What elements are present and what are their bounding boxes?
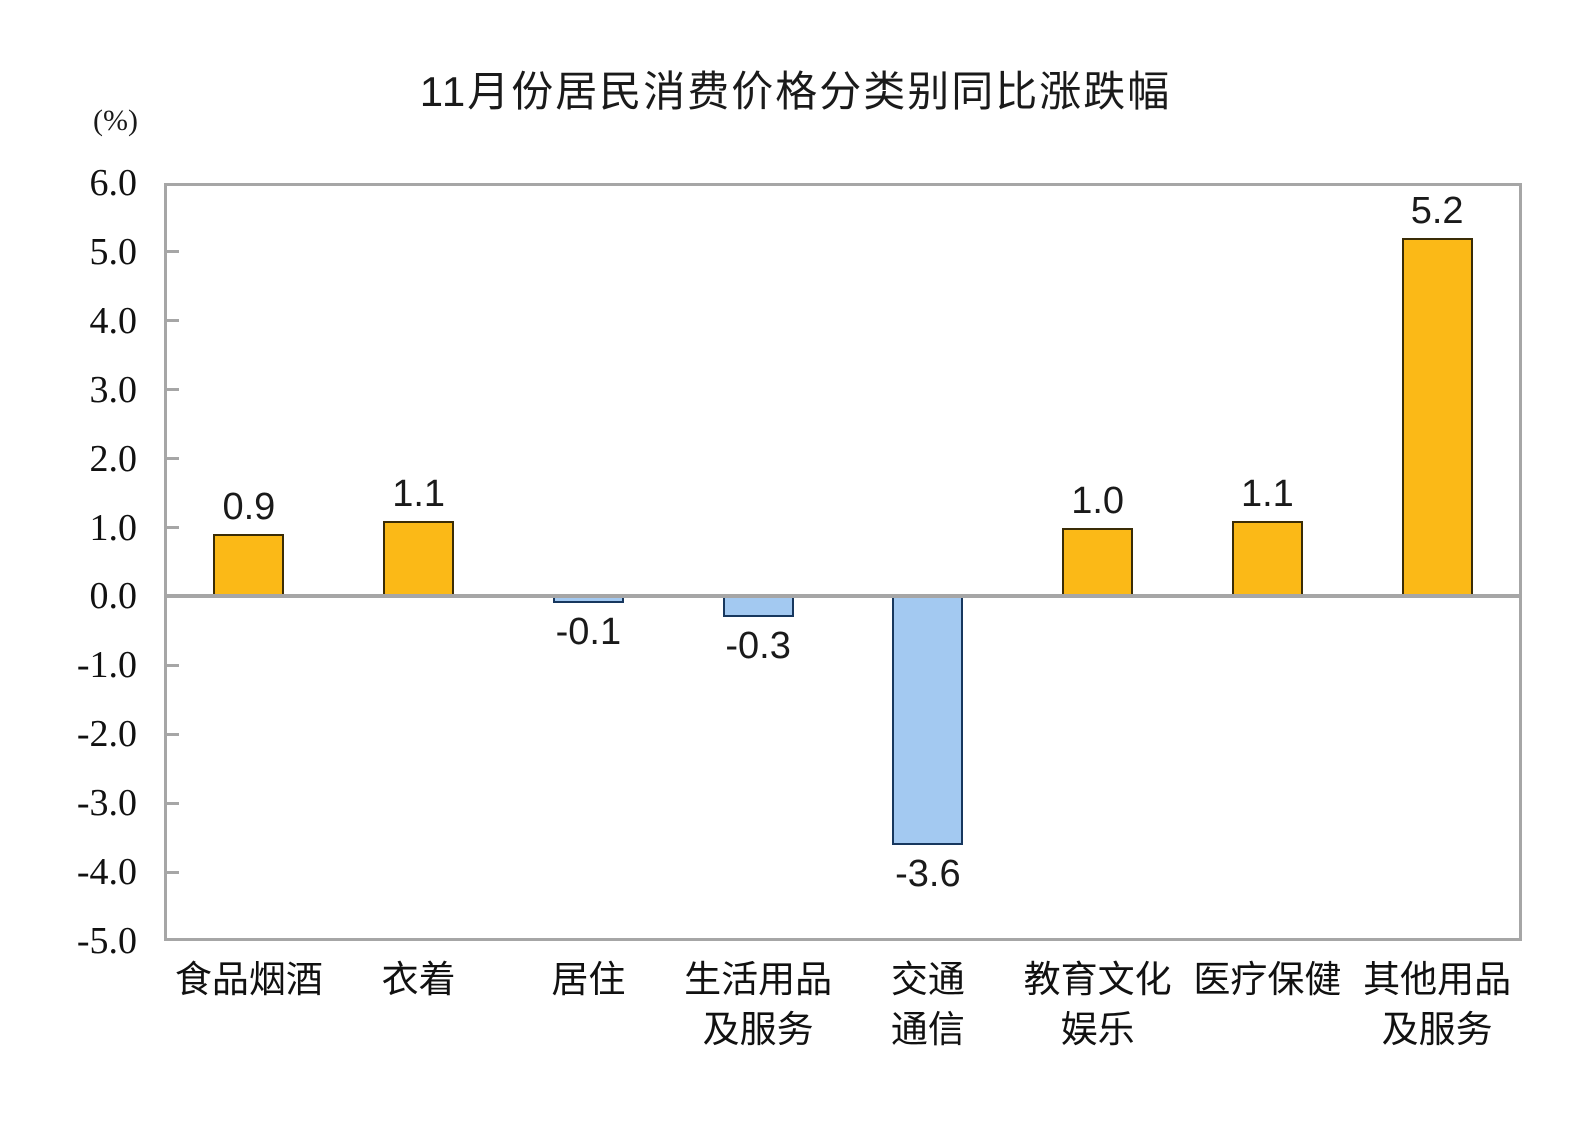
x-axis-label-衣着: 衣着 xyxy=(322,955,516,1005)
y-tick-mark xyxy=(164,388,179,392)
x-axis-label-line: 食品烟酒 xyxy=(174,959,323,1000)
bar-value-label: 1.1 xyxy=(1240,472,1294,515)
bar-value-label: -0.3 xyxy=(725,625,791,668)
y-tick-mark xyxy=(164,801,179,805)
bar-其他用品及服务 xyxy=(1401,238,1473,597)
y-tick-label: 6.0 xyxy=(89,162,138,204)
y-axis-unit-label: (%) xyxy=(93,104,138,137)
y-tick-mark xyxy=(164,870,179,874)
y-tick-label: -4.0 xyxy=(76,851,137,894)
x-axis-label-line: 生活用品 xyxy=(684,959,833,1000)
x-axis-label-line: 及服务 xyxy=(702,1009,814,1050)
x-axis-label-line: 及服务 xyxy=(1381,1009,1493,1050)
x-axis-label-line: 居住 xyxy=(551,959,626,1000)
bar-交通通信 xyxy=(892,596,964,845)
y-tick-label: -3.0 xyxy=(76,782,137,825)
bar-value-label: 0.9 xyxy=(222,486,276,529)
y-tick-mark xyxy=(164,732,179,736)
y-tick-label: 2.0 xyxy=(89,437,138,480)
x-axis-label-line: 交通 xyxy=(890,959,965,1000)
y-tick-label: -5.0 xyxy=(76,920,137,962)
bar-value-label: 1.0 xyxy=(1071,479,1125,522)
y-tick-label: 5.0 xyxy=(89,230,138,273)
x-axis-label-食品烟酒: 食品烟酒 xyxy=(152,955,346,1005)
x-axis-label-line: 通信 xyxy=(890,1009,965,1050)
bar-value-label: -0.1 xyxy=(555,611,622,654)
x-axis-label-line: 其他用品 xyxy=(1363,959,1512,1000)
y-tick-mark xyxy=(164,663,179,667)
y-tick-label: -2.0 xyxy=(76,713,137,756)
y-tick-label: 0.0 xyxy=(89,575,138,618)
bar-生活用品及服务 xyxy=(722,596,794,618)
y-tick-mark xyxy=(164,457,179,461)
y-tick-mark xyxy=(164,526,179,530)
y-tick-mark xyxy=(164,319,179,323)
x-axis-label-教育文化娱乐: 教育文化 娱乐 xyxy=(1001,955,1195,1055)
x-axis-label-line: 娱乐 xyxy=(1060,1009,1135,1050)
y-tick-label: 3.0 xyxy=(89,368,138,411)
y-tick-label: 4.0 xyxy=(89,299,138,342)
plot-area xyxy=(164,183,1522,941)
y-tick-label: -1.0 xyxy=(76,644,137,687)
bar-食品烟酒 xyxy=(213,534,285,597)
bar-value-label: 1.1 xyxy=(392,472,446,515)
x-axis-label-医疗保健: 医疗保健 xyxy=(1171,955,1365,1005)
x-axis-label-line: 教育文化 xyxy=(1023,959,1172,1000)
bar-医疗保健 xyxy=(1231,520,1303,597)
zero-line xyxy=(164,594,1522,599)
bar-value-label: 5.2 xyxy=(1410,190,1464,233)
x-axis-label-其他用品及服务: 其他用品 及服务 xyxy=(1340,955,1534,1055)
chart-title: 11月份居民消费价格分类别同比涨跌幅 xyxy=(419,68,1172,115)
x-axis-label-line: 衣着 xyxy=(381,959,456,1000)
y-tick-label: 1.0 xyxy=(89,506,138,549)
x-axis-label-居住: 居住 xyxy=(492,955,686,1005)
x-axis-label-生活用品及服务: 生活用品 及服务 xyxy=(661,955,855,1055)
x-axis-label-交通通信: 交通 通信 xyxy=(831,955,1025,1055)
x-axis-label-line: 医疗保健 xyxy=(1193,959,1342,1000)
bar-教育文化娱乐 xyxy=(1062,527,1134,597)
bar-value-label: -3.6 xyxy=(895,852,961,895)
bar-衣着 xyxy=(383,520,455,597)
y-tick-mark xyxy=(164,250,179,254)
